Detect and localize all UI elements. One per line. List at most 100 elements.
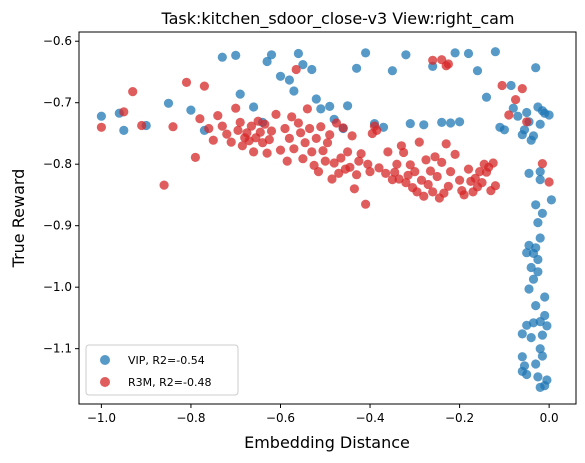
point-1-30 [262,148,272,158]
point-1-16 [231,103,241,113]
point-0-30 [387,66,397,76]
point-0-66 [533,218,543,228]
point-1-68 [354,156,364,166]
point-0-12 [262,56,272,67]
point-0-7 [217,52,227,62]
point-1-56 [327,174,337,184]
x-axis-ticks: −1.0 −0.8 −0.6 −0.4 −0.2 0.0 [87,404,559,425]
point-0-32 [405,119,415,129]
y-tick-label-2: −0.8 [43,157,72,171]
legend-box [85,344,239,396]
point-0-26 [352,63,362,73]
point-1-52 [318,146,328,156]
point-0-9 [235,89,245,99]
point-1-17 [233,125,243,135]
point-1-45 [302,104,312,114]
point-0-10 [249,102,259,112]
point-1-115 [475,167,485,177]
point-1-29 [260,119,270,129]
legend-marker-vip [100,355,110,365]
point-0-93 [531,359,541,369]
point-1-15 [226,137,236,147]
x-tick-label-2: −0.6 [266,411,295,425]
x-tick-label-1: −0.8 [176,411,205,425]
point-1-122 [490,181,500,191]
point-0-36 [446,118,456,128]
point-1-9 [199,81,209,91]
point-1-109 [459,190,469,200]
point-1-92 [416,175,427,185]
point-1-127 [497,80,507,91]
point-0-71 [524,240,534,250]
point-0-50 [522,107,532,118]
point-0-39 [463,48,474,59]
y-tick-label-4: −1.0 [43,280,72,294]
point-1-31 [264,135,274,145]
point-0-75 [533,267,543,277]
point-1-10 [204,123,214,134]
point-1-129 [510,95,521,105]
point-0-88 [537,351,548,361]
point-1-13 [217,121,227,131]
point-0-31 [401,50,411,60]
point-0-45 [506,80,516,91]
x-tick-label-5: 0.0 [540,411,559,425]
point-1-98 [430,152,440,162]
point-1-72 [365,167,375,177]
point-1-85 [401,178,411,188]
point-1-80 [390,167,400,177]
point-1-53 [320,156,330,166]
point-0-72 [522,248,532,258]
point-0-87 [535,344,545,354]
point-0-40 [472,66,483,76]
legend-marker-r3m [100,377,110,387]
point-1-11 [208,135,218,145]
point-1-131 [544,177,554,187]
point-1-61 [338,123,348,133]
point-1-5 [168,122,178,132]
point-0-76 [524,284,534,294]
point-0-4 [163,98,174,108]
point-1-97 [428,187,438,197]
point-0-44 [499,125,509,135]
point-1-34 [275,145,286,155]
x-axis-title: Embedding Distance [244,433,410,452]
point-0-94 [533,372,543,382]
point-1-24 [249,147,259,157]
point-1-101 [437,157,447,167]
point-1-77 [381,168,391,178]
point-0-61 [535,175,545,185]
point-0-84 [526,333,536,343]
point-0-18 [298,60,308,70]
points-layer [96,47,557,392]
point-0-62 [524,168,534,178]
legend: VIP, R2=-0.54 R3M, R2=-0.48 [85,344,239,396]
point-1-43 [298,154,308,164]
point-0-20 [311,94,321,104]
point-0-5 [186,105,196,115]
point-1-89 [410,167,420,177]
point-1-69 [356,149,366,159]
point-1-6 [181,77,192,87]
point-1-84 [399,147,409,158]
chart-title: Task:kitchen_sdoor_close-v3 View:right_c… [160,9,514,29]
point-1-59 [334,168,344,178]
point-0-49 [519,125,530,135]
point-1-41 [293,118,303,128]
y-axis-title: True Reward [9,169,28,269]
point-1-57 [329,158,339,168]
point-1-64 [345,162,355,172]
point-0-65 [537,208,548,218]
point-1-60 [336,153,346,163]
point-1-4 [159,180,169,190]
y-tick-label-3: −0.9 [43,219,72,233]
point-0-41 [481,92,492,102]
point-1-2 [128,87,138,97]
point-0-60 [546,195,557,205]
point-1-36 [282,156,292,166]
legend-label-vip: VIP, R2=-0.54 [128,354,205,367]
point-1-38 [287,112,297,122]
point-1-124 [443,59,453,69]
point-1-106 [450,149,460,159]
point-1-96 [425,166,436,176]
